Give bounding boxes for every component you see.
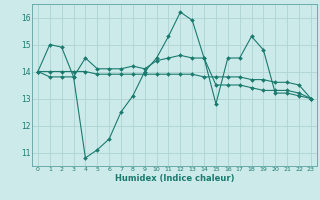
X-axis label: Humidex (Indice chaleur): Humidex (Indice chaleur) <box>115 174 234 183</box>
